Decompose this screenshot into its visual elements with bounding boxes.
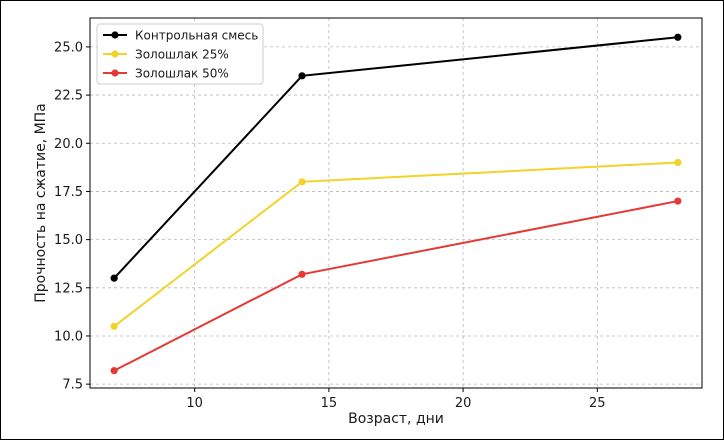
y-tick-label: 15.0: [54, 233, 83, 248]
legend-label: Контрольная смесь: [135, 29, 258, 43]
legend-label: Золошлак 50%: [135, 67, 229, 81]
x-axis-label: Возраст, дни: [348, 411, 444, 427]
series-group: [110, 33, 682, 375]
legend-label: Золошлак 25%: [135, 48, 229, 62]
legend-box: [96, 23, 264, 85]
data-point: [674, 197, 682, 205]
data-point: [298, 178, 306, 186]
y-tick-label: 22.5: [54, 89, 83, 104]
y-tick-label: 10.0: [54, 329, 83, 344]
data-point: [110, 274, 118, 282]
x-tick-label: 15: [321, 396, 338, 411]
data-point: [298, 72, 306, 80]
x-tick-label: 25: [589, 396, 606, 411]
legend-marker: [111, 50, 119, 58]
y-tick-label: 20.0: [54, 137, 83, 152]
legend-marker: [111, 69, 119, 77]
x-tick-label: 10: [186, 396, 203, 411]
data-point: [110, 367, 118, 375]
axis-ticks: 10 15 20 25 7.5 10.0 12.5 15.0 17.5 20.0 22.5 25.0: [54, 40, 606, 411]
x-tick-label: 20: [455, 396, 472, 411]
y-tick-label: 17.5: [54, 185, 83, 200]
y-tick-label: 7.5: [62, 378, 83, 393]
data-point: [674, 158, 682, 167]
data-point: [674, 33, 682, 41]
y-tick-label: 25.0: [54, 40, 83, 55]
legend: Контрольная смесь Золошлак 25% Золошлак 50…: [96, 23, 264, 85]
y-tick-label: 12.5: [54, 281, 83, 296]
legend-marker: [111, 31, 119, 39]
data-point: [298, 270, 306, 278]
series-line-3: [113, 200, 679, 372]
plot-area: [89, 17, 703, 389]
data-point: [110, 322, 118, 330]
y-axis-label: Прочность на сжатие, МПа: [33, 103, 49, 303]
